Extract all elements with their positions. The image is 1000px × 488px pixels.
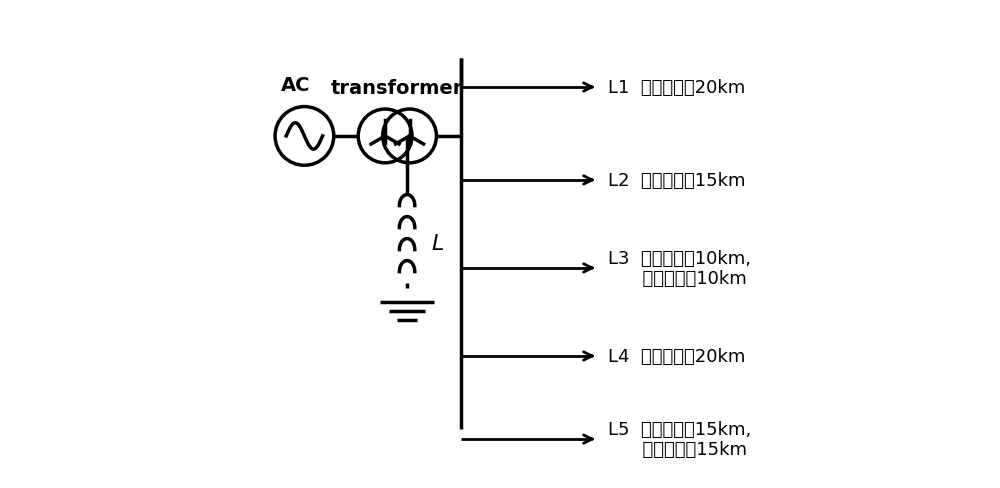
- Text: AC: AC: [281, 76, 310, 95]
- Text: L2  电缆线路长15km: L2 电缆线路长15km: [608, 172, 745, 189]
- Text: L: L: [432, 234, 444, 254]
- Text: L4  电缆线路长20km: L4 电缆线路长20km: [608, 347, 745, 365]
- Text: transformer: transformer: [331, 79, 463, 98]
- Text: L1  架空线路长20km: L1 架空线路长20km: [608, 79, 745, 97]
- Text: L5  电缆线路长15km,
      架空线路长15km: L5 电缆线路长15km, 架空线路长15km: [608, 420, 751, 459]
- Text: L3  架空线路长10km,
      电缆线路长10km: L3 架空线路长10km, 电缆线路长10km: [608, 249, 751, 288]
